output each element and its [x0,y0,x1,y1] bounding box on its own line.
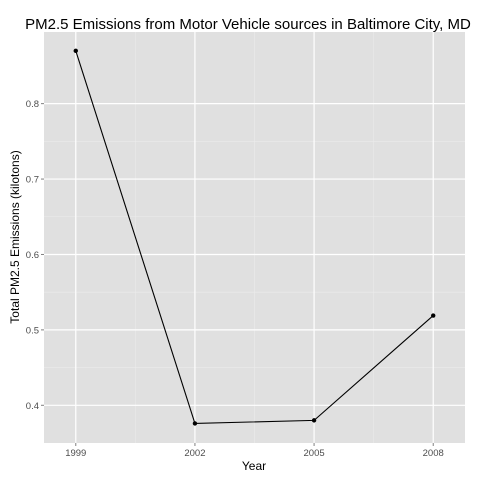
series-line [75,50,434,424]
data-point [192,421,198,426]
x-tick-label: 2005 [304,448,325,459]
y-tick-label: 0.5 [26,325,39,336]
data-point [73,48,78,54]
x-tick-label: 1999 [65,448,86,459]
x-tick-label: 2008 [423,448,444,459]
data-point [431,313,436,318]
axis-ticks [41,103,434,446]
series-layer [73,48,436,426]
x-tick-label: 2002 [184,448,205,459]
y-axis-label: Total PM2.5 Emissions (kilotons) [8,150,22,323]
y-tick-label: 0.6 [26,250,39,261]
x-axis-label: Year [242,459,266,473]
grid-minor [44,32,465,443]
grid-major [44,32,465,443]
y-tick-label: 0.7 [26,175,39,186]
chart-title: PM2.5 Emissions from Motor Vehicle sourc… [25,16,471,33]
tick-labels: 0.4 0.5 0.6 0.7 0.8 1999 2002 2005 2008 [26,99,444,459]
data-point [311,418,317,423]
y-tick-label: 0.4 [26,401,39,412]
y-tick-label: 0.8 [26,99,39,110]
